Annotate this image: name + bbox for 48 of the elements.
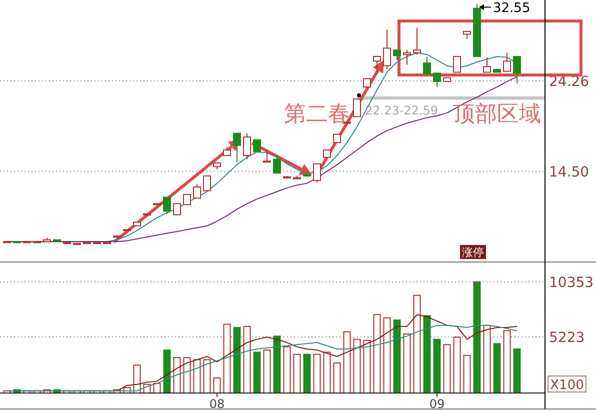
- bar: [193, 359, 201, 394]
- bar: [243, 326, 251, 394]
- bar: [503, 330, 511, 394]
- bar: [363, 340, 371, 394]
- bar: [453, 336, 461, 394]
- bar: [343, 331, 351, 394]
- annotation: 32.55: [493, 1, 530, 16]
- bar: [383, 317, 391, 394]
- y-axis-title: X100: [550, 378, 584, 393]
- bar: [483, 324, 491, 394]
- bar: [473, 281, 481, 394]
- bar: [373, 314, 381, 394]
- bar: [393, 319, 401, 394]
- bar: [413, 294, 421, 394]
- bar: [433, 338, 441, 394]
- x-tick-label: 08: [209, 397, 225, 411]
- bar: [313, 354, 321, 394]
- bar: [273, 336, 281, 394]
- bar: [403, 333, 411, 394]
- bar: [323, 352, 331, 394]
- bar: [203, 359, 211, 394]
- bar: [163, 350, 171, 394]
- bar: [333, 362, 341, 394]
- bar: [353, 338, 361, 394]
- bar: [443, 344, 451, 394]
- bar: [253, 352, 261, 394]
- bar: [183, 357, 191, 394]
- y-tick-label: 10353: [549, 274, 594, 291]
- annotation: 涨停: [462, 247, 484, 259]
- bar: [493, 343, 501, 394]
- bar: [463, 354, 471, 394]
- bar: [133, 364, 141, 394]
- bar: [233, 327, 241, 394]
- y-tick-label: 5223: [549, 330, 585, 346]
- bar: [303, 354, 311, 394]
- bar: [223, 324, 231, 394]
- bar: [263, 350, 271, 394]
- bar: [293, 354, 301, 394]
- x-tick-label: 09: [429, 397, 445, 411]
- bar: [173, 357, 181, 394]
- bar: [423, 315, 431, 394]
- annotation: 顶部区域: [453, 101, 541, 126]
- bar: [213, 377, 221, 394]
- y-tick-label: 14.50: [549, 164, 590, 180]
- bar: [283, 346, 291, 394]
- band-label: 22.23-22.59: [365, 104, 438, 118]
- annotation: 第二春: [284, 101, 350, 126]
- bar: [513, 348, 521, 394]
